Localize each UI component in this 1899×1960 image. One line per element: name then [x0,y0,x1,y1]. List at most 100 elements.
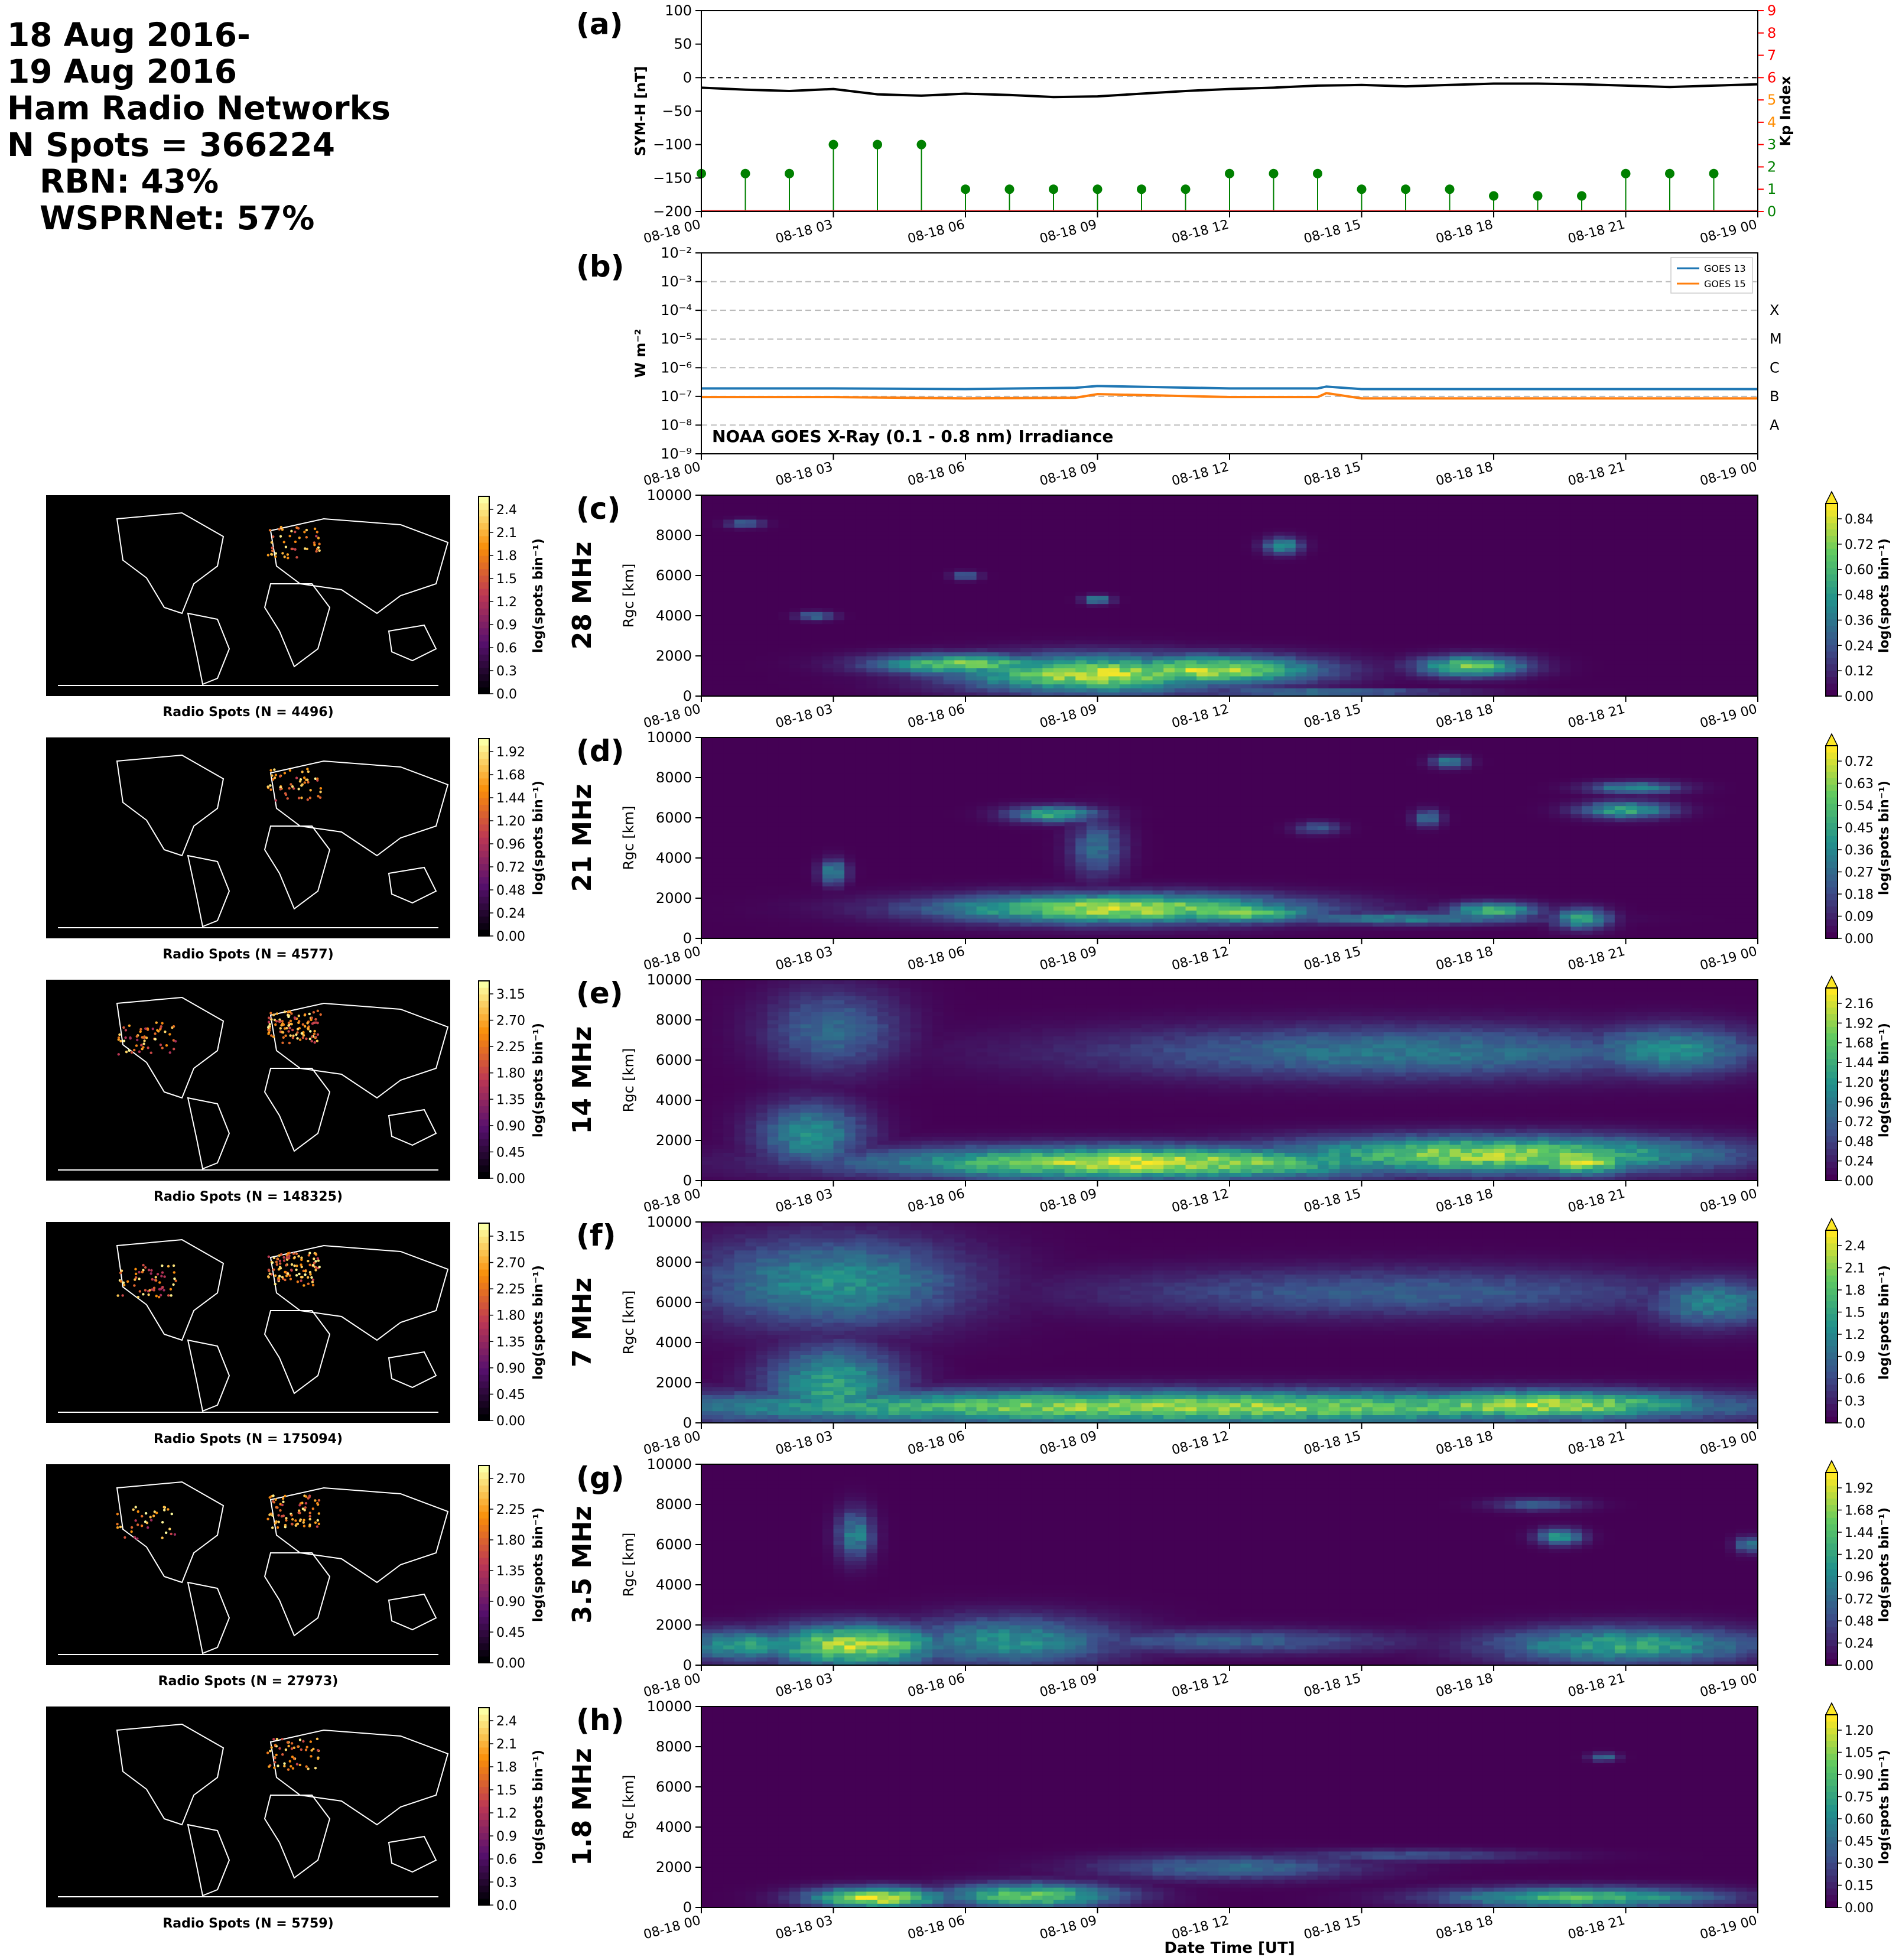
heatmap-cell [1196,623,1208,628]
heatmap-cell [1185,559,1197,564]
heatmap-cell [1713,547,1725,552]
heatmap-cell [1361,692,1373,697]
heatmap-cell [778,563,790,568]
heatmap-cell [1361,587,1373,592]
heatmap-cell [1725,599,1737,604]
heatmap-cell [1163,628,1175,632]
heatmap-cell [1526,551,1539,556]
heatmap-cell [1592,535,1604,540]
heatmap-cell [1097,636,1109,641]
heatmap-cell [1185,503,1197,508]
heatmap-cell [1306,563,1318,568]
heatmap-cell [1416,591,1428,596]
heatmap-cell [1350,551,1363,556]
kp-tick-label: 5 [1767,92,1776,108]
heatmap-cell [778,583,790,588]
heatmap-cell [1119,664,1131,668]
heatmap-cell [778,636,790,641]
heatmap-cell [723,636,735,641]
heatmap-cell [1526,619,1539,625]
heatmap-cell [1306,688,1318,693]
heatmap-cell [789,632,801,636]
heatmap-cell [1053,636,1065,641]
heatmap-cell [1285,559,1296,564]
heatmap-cell [943,563,955,568]
heatmap-cell [1339,523,1351,528]
heatmap-cell [822,571,834,576]
heatmap-cell [1625,531,1637,536]
heatmap-cell [1230,668,1241,672]
heatmap-cell [811,559,823,564]
heatmap-cell [800,531,812,536]
heatmap-cell [1218,547,1230,552]
heatmap-cell [1142,555,1153,560]
heatmap-cell [1142,692,1153,697]
heatmap-cell [1406,519,1417,524]
heatmap-cell [723,591,735,596]
heatmap-cell [1185,499,1197,504]
heatmap-cell [1416,599,1428,604]
heatmap-cell [1637,551,1648,556]
heatmap-cell [1461,616,1472,620]
heatmap-cell [1570,616,1582,620]
heatmap-cell [1142,576,1153,580]
heatmap-cell [734,535,746,540]
heatmap-cell [1526,576,1539,580]
heatmap-cell [1142,587,1153,592]
heatmap-cell [932,672,944,677]
heatmap-cell [899,539,911,544]
heatmap-cell [1207,636,1219,641]
heatmap-cell [1373,596,1384,600]
heatmap-cell [1361,571,1373,576]
heatmap-cell [800,656,812,661]
heatmap-cell [1647,547,1659,552]
heatmap-cell [877,619,889,625]
y-tick-label: 10⁻⁷ [661,388,692,405]
heatmap-cell [1516,688,1527,693]
heatmap-cell [1240,616,1252,620]
heatmap-cell [1273,656,1285,661]
heatmap-cell [1285,603,1296,608]
heatmap-cell [1373,688,1384,693]
heatmap-cell [1373,523,1384,528]
heatmap-cell [1713,571,1725,576]
heatmap-cell [1416,603,1428,608]
heatmap-cell [1350,559,1363,564]
heatmap-cell [1604,607,1615,612]
heatmap-cell [1086,579,1098,584]
heatmap-cell [921,523,933,528]
heatmap-cell [833,596,845,600]
heatmap-cell [1438,628,1451,632]
heatmap-cell [1614,576,1627,580]
heatmap-cell [1680,551,1692,556]
heatmap-cell [888,535,900,540]
heatmap-cell [1318,672,1329,677]
heatmap-cell [998,628,1010,632]
heatmap-cell [1119,603,1131,608]
heatmap-cell [965,591,977,596]
heatmap-cell [723,623,735,628]
heatmap-cell [734,499,746,504]
heatmap-cell [1559,539,1571,544]
heatmap-cell [756,503,768,508]
heatmap-cell [1119,619,1131,625]
heatmap-cell [1713,555,1725,560]
heatmap-cell [888,607,900,612]
heatmap-cell [1659,567,1670,572]
heatmap-cell [1163,499,1175,504]
heatmap-cell [1361,680,1373,685]
heatmap-cell [1339,672,1351,677]
heatmap-cell [1075,628,1087,632]
heatmap-cell [1526,503,1539,508]
heatmap-cell [1174,607,1186,612]
heatmap-cell [1482,676,1494,681]
heatmap-cell [745,612,757,616]
heatmap-cell [1637,511,1648,516]
heatmap-cell [1218,587,1230,592]
heatmap-cell [811,576,823,580]
heatmap-cell [1207,672,1219,677]
heatmap-cell [1438,648,1451,652]
heatmap-cell [1416,668,1428,672]
heatmap-cell [1218,555,1230,560]
heatmap-cell [1449,587,1461,592]
